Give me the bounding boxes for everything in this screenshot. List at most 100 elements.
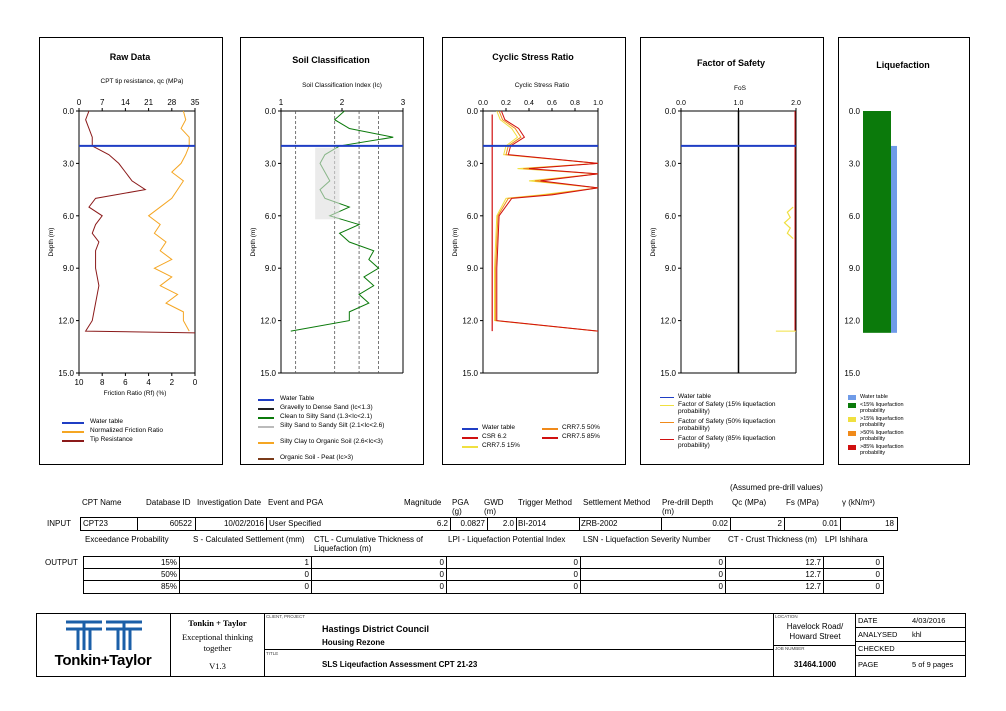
assumed-note: (Assumed pre-drill values) (730, 483, 823, 492)
factor-of-safety-title: Factor of Safety (696, 58, 765, 68)
hdr-predrill: Pre-drill Depth (m) (662, 498, 714, 516)
raw-legend: Water table Normalized Friction Ratio Ti… (62, 418, 212, 445)
top-tick-label: 0.2 (501, 100, 511, 107)
factor-of-safety-chart: 0.0 3.0 6.0 9.0 12.0 15.0 Depth (m) 0.0 1.0 2.0 (650, 100, 801, 378)
soil-legend: Water Table Gravelly to Dense Sand (Ic<1… (258, 395, 418, 463)
depth-tick-label: 15.0 (660, 369, 676, 378)
val-cpt-name: CPT23 (83, 519, 108, 528)
val-qc: 2 (777, 519, 782, 528)
location-label: LOCATION (775, 614, 798, 619)
out-ctl: 0 (439, 582, 444, 591)
depth-tick-label: 9.0 (467, 264, 479, 273)
out-lsn: 0 (718, 582, 723, 591)
top-tick-label: 0.0 (676, 100, 686, 107)
depth-tick-label: 6.0 (63, 212, 75, 221)
analysed-label: ANALYSED (858, 630, 898, 639)
depth-tick-label: 3.0 (467, 159, 479, 168)
crr-50-curve (495, 110, 599, 332)
out-lpi: 0 (573, 558, 578, 567)
top-tick-label: 2 (340, 98, 345, 107)
depth-tick-label: 0.0 (63, 107, 75, 116)
depth-tick-label: 6.0 (265, 212, 277, 221)
bottom-tick-label: 0 (193, 378, 198, 387)
top-tick-label: 35 (191, 98, 200, 107)
val-database-id: 60522 (169, 519, 192, 528)
legend-item: Factor of Safety (85% liquefaction proba… (678, 435, 776, 449)
val-gamma: 18 (885, 519, 894, 528)
top-tick-label: 0.8 (570, 100, 580, 107)
raw-data-title: Raw Data (109, 52, 151, 62)
input-row (80, 517, 898, 531)
hdr-pga: PGA (g) (452, 498, 469, 516)
crr-15-curve (494, 110, 599, 332)
depth-tick-label: 9.0 (265, 264, 277, 273)
hdr-lpi: LPI - Liquefaction Potential Index (448, 535, 566, 544)
legend-item: Organic Soil - Peat (Ic>3) (280, 454, 354, 461)
val-fs: 0.01 (822, 519, 838, 528)
legend-item: <15% liquefaction probability (860, 402, 904, 414)
bottom-tick-label: 8 (100, 378, 105, 387)
job-number: 31464.1000 (793, 660, 837, 669)
depth-axis-label: Depth (m) (48, 228, 55, 257)
soil-classification-title: Soil Classification (292, 55, 370, 65)
legend-item: Clean to Silty Sand (1.3<Ic<2.1) (280, 413, 373, 420)
hdr-ctl: CTL - Cumulative Thickness of Liquefacti… (314, 535, 423, 553)
top-tick-label: 0.4 (524, 100, 534, 107)
depth-tick-label: 12.0 (660, 317, 676, 326)
hdr-crust: CT - Crust Thickness (m) (728, 535, 818, 544)
silty-sand-region (315, 147, 340, 220)
depth-tick-label: 12.0 (844, 317, 860, 326)
legend-item: CRR7.5 85% (562, 433, 600, 440)
top-tick-label: 14 (121, 98, 130, 107)
cyclic-stress-chart: 0.0 3.0 6.0 9.0 12.0 15.0 Depth (m) 0.0 0.2 0.4 0.… (452, 100, 603, 378)
hdr-database-id: Database ID (146, 498, 191, 507)
company-tagline: Exceptional thinking together (181, 632, 254, 653)
legend-item: Water table (482, 424, 515, 431)
hdr-cpt-name: CPT Name (82, 498, 122, 507)
depth-tick-label: 12.0 (462, 317, 478, 326)
top-tick-label: 1 (279, 98, 284, 107)
out-ct: 12.7 (805, 558, 821, 567)
project-name: Housing Rezone (322, 638, 385, 647)
depth-tick-label: 3.0 (849, 159, 861, 168)
depth-tick-label: 9.0 (665, 264, 677, 273)
bottom-tick-label: 10 (75, 378, 84, 387)
out-lpi-ishihara: 0 (875, 570, 880, 579)
version: V1.3 (209, 661, 226, 671)
input-row-label: INPUT (47, 519, 71, 528)
top-tick-label: 28 (167, 98, 176, 107)
out-lpi-ishihara: 0 (875, 558, 880, 567)
depth-axis-label: Depth (m) (650, 228, 657, 257)
water-table-bar (891, 145, 897, 333)
depth-tick-label: 0.0 (665, 107, 677, 116)
legend-item: Factor of Safety (50% liquefaction proba… (678, 418, 776, 432)
legend-item: Tip Resistance (62, 436, 212, 445)
depth-tick-label: 9.0 (63, 264, 75, 273)
depth-tick-label: 15.0 (462, 369, 478, 378)
checked-label: CHECKED (858, 644, 895, 653)
out-ct: 12.7 (805, 570, 821, 579)
page-label: PAGE (858, 660, 879, 669)
hdr-investigation-date: Investigation Date (197, 498, 262, 507)
legend-item: Factor of Safety (15% liquefaction proba… (678, 401, 776, 415)
drawing-title: SLS Liqeufaction Assessment CPT 21-23 (322, 660, 478, 669)
depth-tick-label: 0.0 (849, 107, 861, 116)
hdr-lpi-ishihara: LPI Ishihara (825, 535, 868, 544)
top-tick-label: 1.0 (734, 100, 744, 107)
legend-item: CRR7.5 15% (482, 442, 520, 449)
hdr-event: Event and PGA (268, 498, 324, 507)
top-tick-label: 0 (77, 98, 82, 107)
logo-wordmark: Tonkin+Taylor (54, 652, 152, 669)
date-value: 4/03/2016 (912, 616, 946, 625)
out-s: 0 (304, 582, 309, 591)
soil-classification-panel (240, 37, 424, 465)
title-block (36, 613, 966, 677)
out-ct: 12.7 (805, 582, 821, 591)
output-table-grid (83, 556, 884, 594)
liquefaction-panel (838, 37, 970, 465)
fos-15-curve (783, 206, 794, 239)
depth-axis-label: Depth (m) (452, 228, 459, 257)
bottom-tick-label: 2 (170, 378, 175, 387)
